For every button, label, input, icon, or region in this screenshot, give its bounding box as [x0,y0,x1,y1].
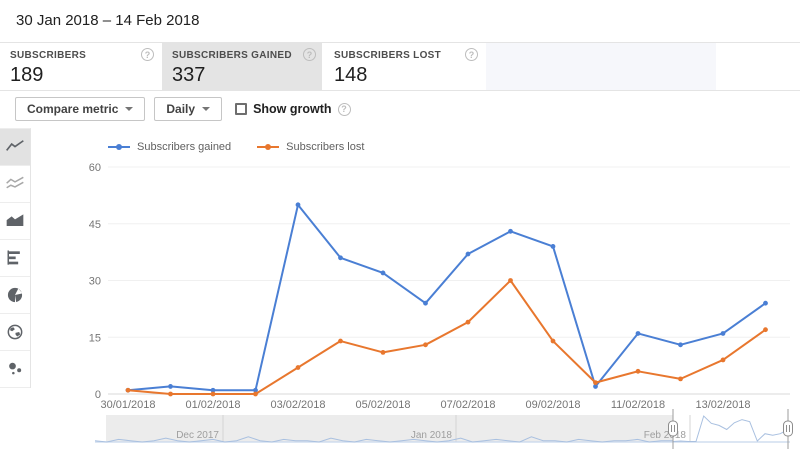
chart-type-sidebar [0,128,31,388]
card-label: SUBSCRIBERS LOST [334,50,442,61]
pie-chart-icon [5,285,25,305]
chart-type-multi-line[interactable] [0,166,30,203]
bar-chart-icon [5,248,25,268]
card-subscribers-gained[interactable]: SUBSCRIBERS GAINED 337 ? [162,43,322,90]
y-axis-labels: 0 15 30 45 60 [89,162,101,401]
svg-text:Feb 2018: Feb 2018 [644,430,687,441]
timeline-scrubber[interactable]: Dec 2017 Jan 2018 Feb 2018 [94,409,793,450]
legend-swatch [257,144,280,150]
help-icon[interactable]: ? [141,48,154,61]
interval-label: Daily [166,102,196,116]
legend-item-gained: Subscribers gained [108,141,231,153]
svg-text:11/02/2018: 11/02/2018 [611,399,665,411]
legend-item-lost: Subscribers lost [257,141,364,153]
chart-type-stacked-area[interactable] [0,203,30,240]
line-chart-icon [5,137,25,157]
svg-text:45: 45 [89,219,101,231]
legend-swatch [108,144,130,150]
show-growth-label: Show growth [253,102,332,116]
series-lost [125,278,768,397]
svg-text:Dec 2017: Dec 2017 [176,430,219,441]
chart-type-geo-map[interactable] [0,314,30,351]
svg-text:03/02/2018: 03/02/2018 [270,399,325,411]
header: 30 Jan 2018 – 14 Feb 2018 [0,0,800,42]
show-growth-control: Show growth ? [235,102,351,116]
caret-down-icon [125,107,134,111]
svg-text:07/02/2018: 07/02/2018 [440,399,495,411]
svg-text:Jan 2018: Jan 2018 [411,430,453,441]
scrubber-svg: Dec 2017 Jan 2018 Feb 2018 [94,409,793,449]
x-axis-labels: 30/01/2018 01/02/2018 03/02/2018 05/02/2018… [100,399,750,411]
help-icon[interactable]: ? [465,48,478,61]
chart-area[interactable]: 0 15 30 45 60 30/01/2018 01/02/2018 03/02/2018 0… [88,159,800,419]
legend-label: Subscribers lost [286,141,365,153]
caret-down-icon [202,107,211,111]
svg-text:0: 0 [95,389,101,401]
line-chart-svg: 0 15 30 45 60 30/01/2018 01/02/2018 03/02/2018 0… [89,162,790,411]
stacked-area-chart-icon [5,211,25,231]
scrubber-handle-left[interactable] [668,409,678,449]
date-range-title: 30 Jan 2018 – 14 Feb 2018 [16,12,200,29]
svg-text:09/02/2018: 09/02/2018 [525,399,580,411]
multi-line-chart-icon [5,174,25,194]
gridlines [108,166,790,395]
card-value: 337 [172,64,206,86]
overview-sparkline [94,415,789,443]
chart-type-bar[interactable] [0,240,30,277]
chart-type-bubble[interactable] [0,351,30,388]
toolbar: Compare metric Daily Show growth ? [0,92,800,126]
compare-metric-dropdown[interactable]: Compare metric [15,97,146,121]
svg-text:60: 60 [89,162,101,174]
svg-text:01/02/2018: 01/02/2018 [185,399,240,411]
series-gained [125,202,768,393]
card-value: 148 [334,64,368,86]
card-value: 189 [10,64,44,86]
svg-text:15: 15 [89,332,101,344]
svg-text:05/02/2018: 05/02/2018 [355,399,410,411]
svg-text:30: 30 [89,276,101,288]
show-growth-checkbox[interactable] [235,103,248,115]
empty-card-slot [486,43,716,90]
bubble-chart-icon [5,359,25,379]
interval-dropdown[interactable]: Daily [154,97,223,121]
globe-icon [5,322,25,342]
help-icon[interactable]: ? [303,48,316,61]
card-label: SUBSCRIBERS [10,50,87,61]
card-label: SUBSCRIBERS GAINED [172,50,292,61]
svg-text:13/02/2018: 13/02/2018 [695,399,750,411]
legend-label: Subscribers gained [137,141,232,153]
chart-legend: Subscribers gained Subscribers lost [108,141,364,153]
metric-cards-row: SUBSCRIBERS 189 ? SUBSCRIBERS GAINED 337… [0,42,800,91]
chart-type-pie[interactable] [0,277,30,314]
month-labels: Dec 2017 Jan 2018 Feb 2018 [176,430,686,441]
svg-text:30/01/2018: 30/01/2018 [100,399,155,411]
card-subscribers[interactable]: SUBSCRIBERS 189 ? [0,43,160,90]
scrubber-handle-right[interactable] [783,409,793,449]
compare-metric-label: Compare metric [27,102,119,116]
help-icon[interactable]: ? [337,102,351,116]
card-subscribers-lost[interactable]: SUBSCRIBERS LOST 148 ? [324,43,484,90]
unselected-range[interactable] [106,415,673,442]
chart-type-line[interactable] [0,129,30,166]
